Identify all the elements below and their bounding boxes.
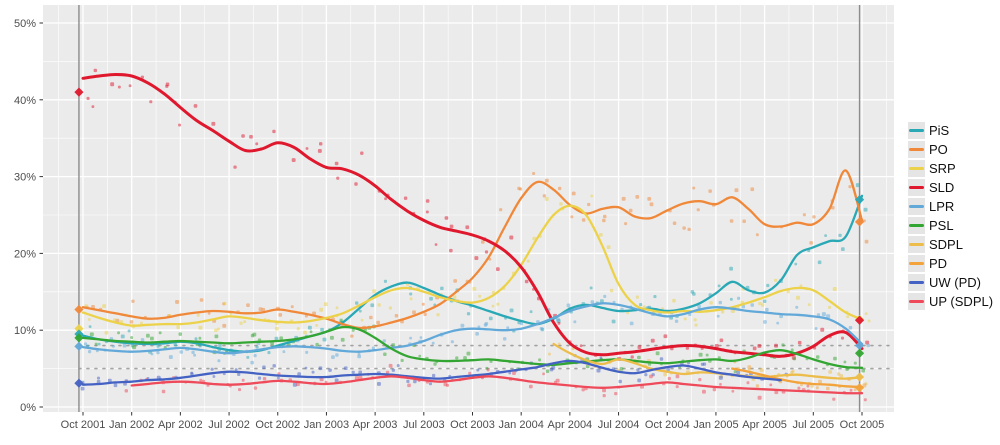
x-tick-label: Apr 2003 (353, 419, 398, 431)
x-axis: Oct 2001 Jan 2002 Apr 2002 Jul 2002 Oct 2002… (61, 412, 885, 431)
y-tick-label: 10% (14, 325, 36, 337)
legend-label: SRP (929, 161, 956, 176)
legend-label: PSL (929, 218, 954, 233)
x-tick-label: Jan 2003 (304, 419, 349, 431)
x-tick-label: Oct 2001 (61, 419, 106, 431)
legend-label: PO (929, 142, 948, 157)
x-tick-label: Oct 2005 (840, 419, 885, 431)
x-tick-label: Jan 2002 (109, 419, 154, 431)
plot-panel (43, 5, 894, 412)
legend-item-sld: SLD (908, 178, 1000, 197)
legend-item-srp: SRP (908, 159, 1000, 178)
legend-key-swatch (908, 293, 925, 310)
legend-key-swatch (908, 198, 925, 215)
legend-line-sample (909, 300, 924, 303)
legend-label: LPR (929, 199, 955, 214)
x-tick-label: Oct 2003 (450, 419, 495, 431)
trend-line-lpr (81, 302, 864, 355)
legend-key-swatch (908, 122, 925, 139)
trend-line-sld (81, 72, 864, 358)
election-result-pis (854, 195, 865, 205)
legend-key-swatch (908, 141, 925, 158)
legend-key-swatch (908, 255, 925, 272)
legend-label: SDPL (929, 237, 963, 252)
x-tick-label: Apr 2004 (548, 419, 593, 431)
trend-line-psl (81, 325, 864, 369)
election-result-sld (74, 87, 84, 97)
trend-line-pis (81, 194, 864, 353)
legend-label: PiS (929, 123, 950, 138)
legend-line-sample (909, 129, 924, 132)
legend-line-sample (909, 243, 924, 246)
legend-label: PD (929, 256, 948, 271)
legend-item-up-sdpl-: UP (SDPL) (908, 292, 1000, 311)
election-result-sld (854, 315, 865, 325)
legend-key-swatch (908, 217, 925, 234)
election-result-markers (74, 87, 865, 393)
x-tick-label: Jul 2004 (598, 419, 640, 431)
election-result-uw-pd- (74, 378, 84, 388)
election-result-lpr (74, 341, 84, 351)
y-tick-label: 20% (14, 248, 36, 260)
trend-lines (81, 72, 864, 395)
trend-line-sdpl (552, 342, 864, 380)
x-tick-label: Jan 2004 (499, 419, 544, 431)
legend-key-swatch (908, 236, 925, 253)
election-result-psl (854, 348, 865, 358)
y-tick-label: 30% (14, 172, 36, 184)
election-result-po (854, 217, 865, 227)
legend-item-psl: PSL (908, 216, 1000, 235)
trend-line-po (81, 169, 864, 330)
legend-item-pis: PiS (908, 121, 1000, 140)
election-result-sdpl (854, 372, 865, 382)
y-tick-label: 50% (14, 18, 36, 30)
legend-item-po: PO (908, 140, 1000, 159)
legend-key-swatch (908, 179, 925, 196)
election-result-psl (74, 333, 84, 343)
trend-line-up-sdpl- (130, 375, 864, 395)
y-axis: 0% 10% 20% 30% 40% 50% (14, 18, 43, 414)
legend-key-swatch (908, 160, 925, 177)
legend-label: UW (PD) (929, 275, 981, 290)
legend-key-swatch (908, 274, 925, 291)
x-tick-label: Jul 2002 (208, 419, 250, 431)
trend-line-srp (81, 204, 864, 327)
legend-line-sample (909, 224, 924, 227)
legend: PiS PO SRP SLD LPR PSL SDPL PD UW (PD) UP (SDPL) (908, 121, 1000, 311)
legend-line-sample (909, 167, 924, 170)
legend-line-sample (909, 281, 924, 284)
legend-line-sample (909, 148, 924, 151)
election-result-lpr (854, 340, 865, 351)
election-result-srp (74, 324, 84, 334)
y-tick-label: 0% (20, 402, 36, 414)
legend-line-sample (909, 186, 924, 189)
election-result-po (74, 304, 84, 315)
x-tick-label: Oct 2004 (645, 419, 690, 431)
legend-item-sdpl: SDPL (908, 235, 1000, 254)
x-tick-label: Jan 2005 (693, 419, 738, 431)
legend-label: UP (SDPL) (929, 294, 994, 309)
y-tick-label: 40% (14, 95, 36, 107)
trend-line-uw-pd- (81, 359, 782, 386)
legend-item-pd: PD (908, 254, 1000, 273)
x-tick-label: Jul 2005 (793, 419, 835, 431)
legend-line-sample (909, 262, 924, 265)
trend-line-pd (731, 367, 864, 389)
legend-item-uw-pd-: UW (PD) (908, 273, 1000, 292)
x-tick-label: Jul 2003 (403, 419, 445, 431)
legend-label: SLD (929, 180, 955, 195)
x-tick-label: Oct 2002 (255, 419, 300, 431)
x-tick-label: Apr 2005 (742, 419, 787, 431)
legend-line-sample (909, 205, 924, 208)
gridlines (43, 5, 894, 412)
x-tick-label: Apr 2002 (158, 419, 203, 431)
election-result-pd (854, 383, 865, 393)
legend-item-lpr: LPR (908, 197, 1000, 216)
